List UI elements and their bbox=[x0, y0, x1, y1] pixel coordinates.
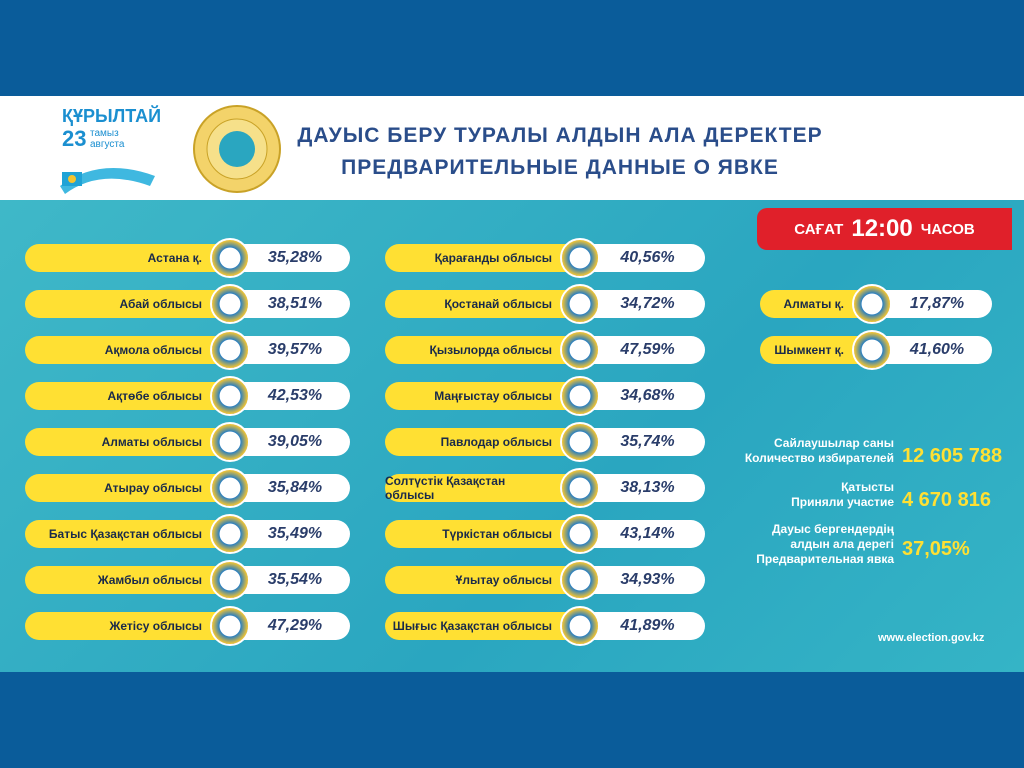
region-name: Қарағанды облысы bbox=[385, 244, 580, 272]
logo-title: ҚҰРЫЛТАЙ bbox=[62, 106, 162, 126]
stat-value: 4 670 816 bbox=[902, 488, 991, 511]
region-emblem bbox=[560, 560, 600, 600]
title-kz: ДАУЫС БЕРУ ТУРАЛЫ АЛДЫН АЛА ДЕРЕКТЕР bbox=[297, 124, 823, 147]
footer-url: www.election.gov.kz bbox=[878, 632, 985, 644]
region-emblem bbox=[210, 514, 250, 554]
header: ҚҰРЫЛТАЙ 23 тамыз августа ДАУЫС БЕРУ ТУРА… bbox=[0, 96, 1024, 200]
region-emblem bbox=[852, 284, 892, 324]
region-emblem bbox=[210, 330, 250, 370]
region-name: Жамбыл облысы bbox=[25, 566, 230, 594]
region-emblem bbox=[560, 376, 600, 416]
region-emblem bbox=[560, 422, 600, 462]
time-box: САҒАТ 12:00 ЧАСОВ bbox=[757, 208, 1012, 250]
logo-day: 23 bbox=[62, 126, 87, 151]
logo-month-ru: августа bbox=[90, 139, 125, 150]
logo-month: тамыз августа bbox=[90, 128, 124, 150]
stat-label-line: Предварительная явка bbox=[756, 552, 894, 566]
region-name: Қостанай облысы bbox=[385, 290, 580, 318]
region-emblem bbox=[210, 422, 250, 462]
region-name: Жетісу облысы bbox=[25, 612, 230, 640]
region-name: Павлодар облысы bbox=[385, 428, 580, 456]
stat-value: 37,05% bbox=[902, 538, 970, 560]
stat-value: 12 605 788 bbox=[902, 444, 1003, 467]
region-emblem bbox=[560, 238, 600, 278]
region-name: Ақмола облысы bbox=[25, 336, 230, 364]
stat-label-line: Дауыс бергендердің bbox=[771, 522, 894, 536]
region-emblem bbox=[210, 606, 250, 646]
region-name: Атырау облысы bbox=[25, 474, 230, 502]
region-name: Батыс Қазақстан облысы bbox=[25, 520, 230, 548]
stat-label-line: Количество избирателей bbox=[744, 451, 894, 465]
panel: САҒАТ 12:00 ЧАСОВ www.election.gov.kz 35… bbox=[0, 200, 1024, 672]
time-label-kz: САҒАТ bbox=[794, 220, 844, 238]
stat-label: Сайлаушылар саны Количество избирателей bbox=[704, 436, 894, 466]
region-name: Алматы облысы bbox=[25, 428, 230, 456]
region-emblem bbox=[210, 376, 250, 416]
region-emblem bbox=[852, 330, 892, 370]
seal bbox=[193, 105, 281, 193]
region-name: Маңғыстау облысы bbox=[385, 382, 580, 410]
title-ru: ПРЕДВАРИТЕЛЬНЫЕ ДАННЫЕ О ЯВКЕ bbox=[341, 156, 779, 179]
time-label-ru: ЧАСОВ bbox=[920, 220, 975, 238]
region-name: Ақтөбе облысы bbox=[25, 382, 230, 410]
region-name: Ұлытау облысы bbox=[385, 566, 580, 594]
region-emblem bbox=[560, 514, 600, 554]
logo-ribbon bbox=[60, 168, 155, 194]
region-emblem bbox=[210, 284, 250, 324]
region-name: Солтүстік Қазақстан облысы bbox=[385, 474, 580, 502]
region-emblem bbox=[560, 284, 600, 324]
region-name: Түркістан облысы bbox=[385, 520, 580, 548]
time-value: 12:00 bbox=[851, 215, 913, 242]
region-name: Астана қ. bbox=[25, 244, 230, 272]
stat-label-line: алдын ала дерегі bbox=[790, 537, 894, 551]
stat-label: Қатысты Приняли участие bbox=[704, 480, 894, 510]
region-emblem bbox=[560, 606, 600, 646]
stat-label-line: Қатысты bbox=[841, 480, 894, 494]
region-emblem bbox=[210, 468, 250, 508]
region-name: Абай облысы bbox=[25, 290, 230, 318]
region-emblem bbox=[560, 330, 600, 370]
region-name: Шығыс Қазақстан облысы bbox=[385, 612, 580, 640]
region-name: Қызылорда облысы bbox=[385, 336, 580, 364]
logo-month-kz: тамыз bbox=[90, 128, 119, 139]
stat-label-line: Сайлаушылар саны bbox=[773, 436, 894, 450]
region-emblem bbox=[560, 468, 600, 508]
region-emblem bbox=[210, 238, 250, 278]
region-emblem bbox=[210, 560, 250, 600]
stat-label: Дауыс бергендердің алдын ала дерегі Предва… bbox=[704, 522, 894, 567]
stat-label-line: Приняли участие bbox=[791, 495, 894, 509]
